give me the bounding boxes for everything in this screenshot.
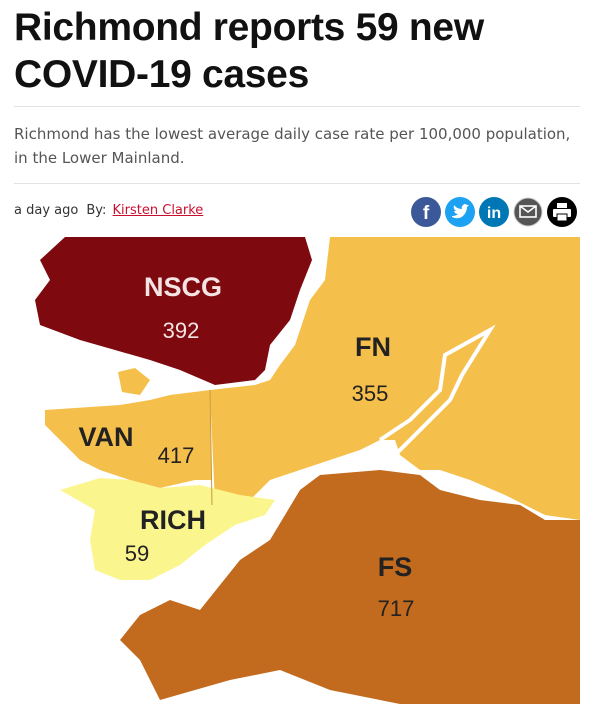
facebook-button[interactable]: f bbox=[411, 197, 441, 227]
author-link[interactable]: Kirsten Clarke bbox=[112, 203, 204, 218]
region-label: FN bbox=[355, 332, 391, 362]
subtitle: Richmond has the lowest average daily ca… bbox=[14, 125, 571, 167]
twitter-button[interactable] bbox=[445, 197, 475, 227]
region-value: 417 bbox=[158, 443, 195, 468]
byline: a day ago By: Kirsten Clarke bbox=[14, 203, 203, 218]
timestamp: a day ago bbox=[14, 203, 79, 218]
region-nscg bbox=[35, 237, 312, 385]
region-value: 392 bbox=[163, 318, 200, 343]
region-label: FS bbox=[378, 552, 413, 582]
border bbox=[209, 389, 213, 506]
email-button[interactable] bbox=[513, 197, 543, 227]
share-bar: f in bbox=[411, 197, 577, 227]
case-map: NSCG 392 FN 355 VAN 417 RICH 59 FS 717 bbox=[35, 237, 580, 704]
region-fn bbox=[210, 237, 580, 520]
headline: Richmond reports 59 new COVID-19 cases bbox=[14, 6, 484, 96]
region-fs bbox=[120, 470, 580, 704]
region-value: 717 bbox=[378, 596, 415, 621]
region-label: NSCG bbox=[144, 272, 222, 302]
linkedin-icon: in bbox=[487, 205, 501, 222]
divider bbox=[14, 106, 580, 107]
region-label: RICH bbox=[140, 505, 206, 535]
region-van bbox=[45, 390, 212, 488]
island bbox=[118, 368, 150, 395]
by-label: By: bbox=[86, 203, 107, 218]
region-value: 355 bbox=[352, 381, 389, 406]
print-button[interactable] bbox=[547, 197, 577, 227]
facebook-icon: f bbox=[423, 203, 430, 224]
region-value: 59 bbox=[125, 541, 149, 566]
linkedin-button[interactable]: in bbox=[479, 197, 509, 227]
divider bbox=[14, 183, 580, 184]
region-rich bbox=[60, 478, 275, 580]
region-label: VAN bbox=[78, 422, 133, 452]
